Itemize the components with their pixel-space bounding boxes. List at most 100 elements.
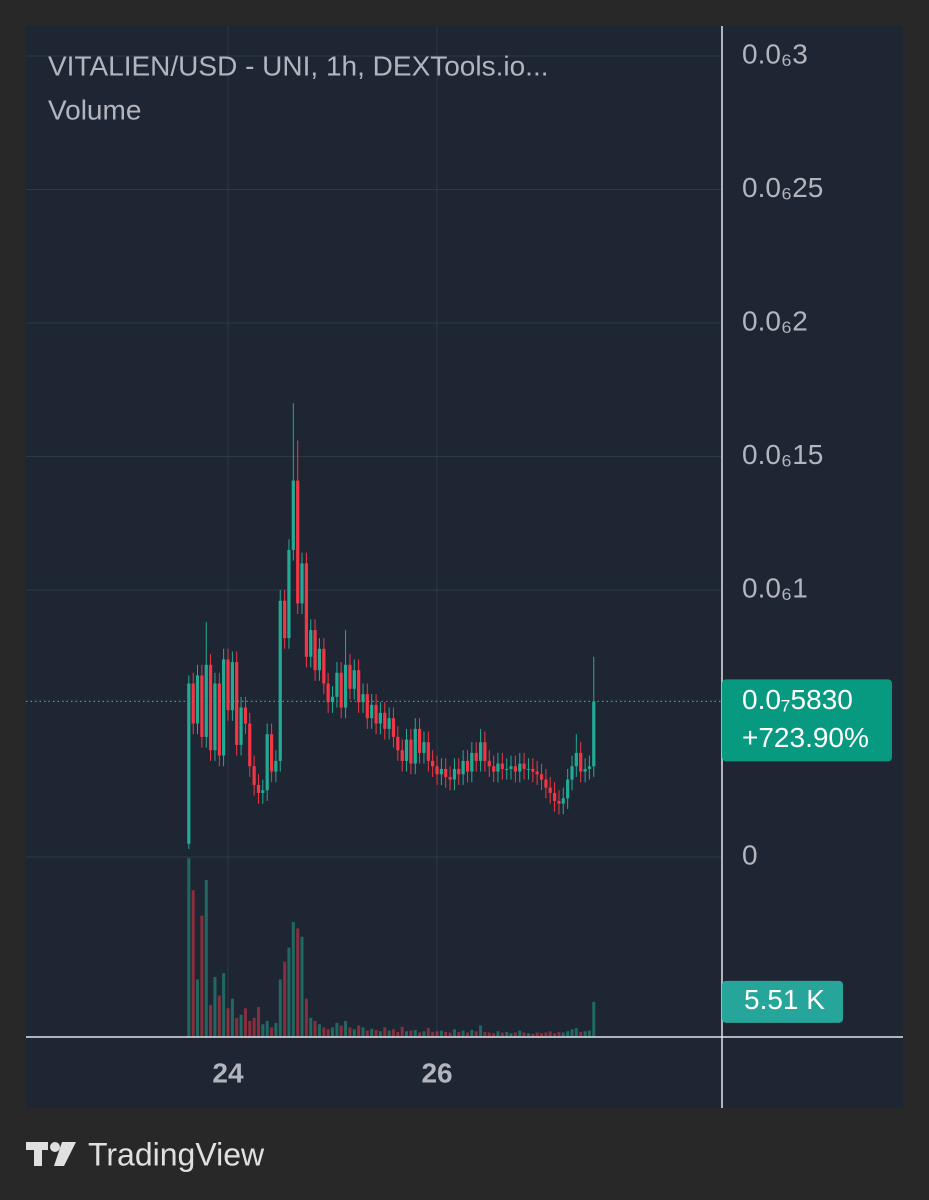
candle-body — [330, 696, 335, 703]
candle-body — [313, 630, 317, 671]
volume-bar — [513, 1032, 517, 1037]
volume-bar — [540, 1033, 544, 1037]
volume-bar — [579, 1031, 583, 1037]
volume-bar — [413, 1029, 417, 1037]
candle-body — [570, 766, 574, 780]
volume-bar — [509, 1033, 513, 1037]
volume-bar — [217, 995, 221, 1037]
candle-body — [235, 662, 239, 745]
volume-bar — [357, 1025, 361, 1037]
volume-layer — [187, 858, 596, 1037]
candle-body — [409, 739, 413, 764]
x-tick-label: 26 — [421, 1057, 452, 1088]
volume-bar — [304, 998, 308, 1037]
candle-body — [256, 784, 261, 793]
candle-body — [239, 707, 243, 745]
candle-body — [487, 760, 491, 767]
candle-body — [552, 792, 557, 801]
volume-bar — [553, 1033, 557, 1037]
candle-body — [539, 774, 544, 780]
volume-bar — [587, 1030, 591, 1037]
candle-body — [243, 707, 248, 724]
candle-body — [518, 763, 522, 772]
candle-body — [531, 768, 535, 772]
candle-body — [387, 718, 391, 729]
volume-bar — [461, 1030, 465, 1037]
volume-bar — [439, 1030, 443, 1037]
candle-body — [461, 760, 465, 775]
candle-body — [400, 750, 404, 761]
volume-bar — [265, 1021, 269, 1037]
candle-body — [352, 670, 356, 689]
x-tick-label: 24 — [212, 1057, 244, 1088]
candle-body — [217, 683, 221, 756]
volume-bar — [374, 1029, 378, 1037]
volume-bar — [561, 1032, 565, 1037]
volume-bar — [583, 1031, 587, 1037]
volume-bar — [187, 858, 191, 1037]
candle-body — [526, 768, 531, 770]
volume-bar — [287, 947, 291, 1037]
candle-body — [230, 662, 234, 711]
candle-body — [426, 742, 430, 761]
candle-body — [348, 664, 352, 689]
volume-bar — [252, 1017, 256, 1037]
candle-body — [339, 672, 343, 708]
volume-bar — [531, 1033, 535, 1037]
candle-body — [287, 549, 291, 639]
volume-bar — [261, 1024, 265, 1037]
candle-body — [431, 760, 435, 767]
candle-body — [265, 734, 269, 791]
volume-bar — [566, 1031, 570, 1037]
candle-body — [261, 790, 265, 793]
volume-bar — [213, 976, 217, 1037]
candle-body — [439, 768, 444, 775]
chart-subtitle: Volume — [48, 94, 141, 125]
volume-bar — [448, 1032, 452, 1037]
candle-body — [317, 648, 322, 671]
volume-bar — [400, 1026, 404, 1037]
volume-bar — [544, 1032, 548, 1037]
volume-bar — [444, 1031, 448, 1037]
y-tick-label: 0 — [742, 839, 758, 870]
volume-bar — [352, 1029, 356, 1037]
volume-bar — [317, 1024, 321, 1037]
volume-bar — [257, 1006, 261, 1037]
volume-bar — [322, 1027, 326, 1037]
candle-body — [492, 766, 496, 772]
candle-body — [478, 742, 483, 761]
volume-bar — [235, 1017, 239, 1037]
volume-bar — [452, 1029, 456, 1037]
candle-body — [509, 766, 513, 769]
volume-bar — [222, 973, 226, 1037]
grid-layer — [26, 26, 722, 1037]
volume-bar — [331, 1027, 335, 1037]
volume-bar — [209, 1005, 213, 1037]
chart-title: VITALIEN/USD - UNI, 1h, DEXTools.io... — [48, 50, 549, 81]
volume-bar — [326, 1029, 330, 1037]
volume-bar — [396, 1031, 400, 1037]
volume-bar — [500, 1032, 504, 1037]
volume-bar — [548, 1031, 552, 1037]
candle-body — [444, 768, 448, 777]
candle-body — [396, 736, 400, 751]
volume-bar — [522, 1032, 526, 1037]
candle-body — [326, 683, 330, 703]
candle-body — [470, 752, 474, 772]
volume-bar — [339, 1025, 343, 1037]
volume-bar — [361, 1027, 365, 1037]
candle-body — [187, 683, 191, 844]
candle-body — [413, 728, 417, 764]
y-tick-label: 0.0₆25 — [742, 172, 823, 203]
volume-bar — [570, 1029, 574, 1037]
candle-body — [357, 670, 361, 703]
candle-body — [417, 728, 422, 753]
candle-body — [574, 752, 578, 767]
volume-bar — [526, 1033, 530, 1037]
candle-body — [195, 675, 200, 724]
candle-body — [452, 768, 457, 780]
candle-body — [374, 704, 378, 724]
y-tick-label: 0.0₆2 — [742, 305, 808, 336]
change-label: +723.90% — [742, 722, 869, 753]
candle-body — [226, 659, 230, 711]
